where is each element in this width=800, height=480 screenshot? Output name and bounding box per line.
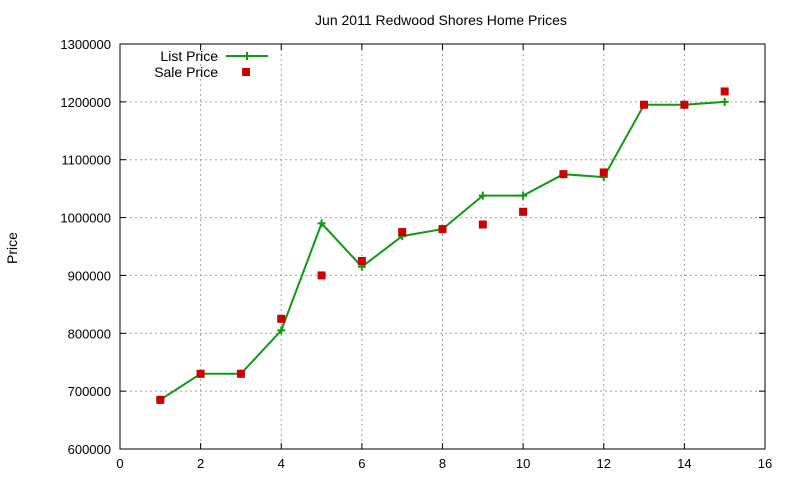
y-tick-label: 1200000 bbox=[60, 95, 111, 110]
sale-price-point bbox=[478, 220, 487, 229]
sale-price-point bbox=[438, 225, 447, 234]
y-tick-label: 1100000 bbox=[61, 153, 111, 168]
legend-marker-list-price bbox=[243, 52, 251, 60]
list-price-point bbox=[277, 326, 286, 335]
series-layer bbox=[156, 87, 729, 404]
legend-label-list-price: List Price bbox=[160, 48, 218, 64]
sale-price-point bbox=[559, 170, 568, 179]
sale-price-point bbox=[236, 369, 245, 378]
sale-price-point bbox=[398, 228, 407, 237]
list-price-point bbox=[519, 191, 528, 200]
x-tick-label: 14 bbox=[677, 456, 691, 471]
y-tick-label: 600000 bbox=[68, 442, 111, 457]
axis-ticks: 600000 700000 800000 900000 1000000 1100000 12… bbox=[60, 37, 772, 471]
sale-price-point bbox=[680, 100, 689, 109]
sale-price-point bbox=[640, 100, 649, 109]
legend-label-sale-price: Sale Price bbox=[154, 64, 218, 80]
y-tick-label: 900000 bbox=[68, 268, 111, 283]
x-tick-label: 8 bbox=[439, 456, 446, 471]
sale-price-point bbox=[156, 395, 165, 404]
sale-price-point bbox=[519, 207, 528, 216]
y-tick-label: 800000 bbox=[68, 326, 111, 341]
x-tick-label: 4 bbox=[278, 456, 285, 471]
list-price-point bbox=[720, 97, 729, 106]
x-tick-label: 16 bbox=[758, 456, 772, 471]
x-tick-label: 12 bbox=[597, 456, 611, 471]
sale-price-point bbox=[317, 271, 326, 280]
y-tick-label: 1000000 bbox=[60, 211, 111, 226]
x-tick-label: 10 bbox=[516, 456, 530, 471]
y-tick-label: 1300000 bbox=[60, 37, 111, 52]
y-tick-label: 700000 bbox=[68, 384, 111, 399]
sale-price-point bbox=[599, 168, 608, 177]
y-axis-label: Price bbox=[4, 232, 20, 264]
sale-price-point bbox=[720, 87, 729, 96]
sale-price-point bbox=[357, 256, 366, 265]
sale-price-point bbox=[277, 314, 286, 323]
x-tick-label: 6 bbox=[358, 456, 365, 471]
x-tick-label: 0 bbox=[116, 456, 123, 471]
sale-price-point bbox=[196, 369, 205, 378]
x-tick-label: 2 bbox=[197, 456, 204, 471]
list-price-point bbox=[478, 191, 487, 200]
legend-marker-sale-price bbox=[242, 68, 250, 76]
plot-frame bbox=[119, 43, 766, 450]
list-price-point bbox=[317, 219, 326, 228]
chart-title: Jun 2011 Redwood Shores Home Prices bbox=[315, 12, 567, 28]
